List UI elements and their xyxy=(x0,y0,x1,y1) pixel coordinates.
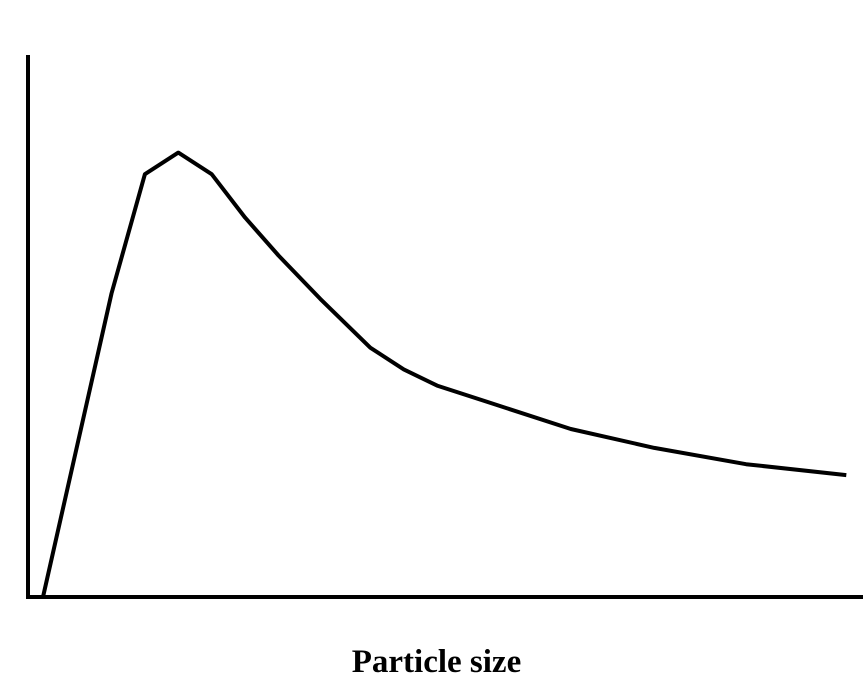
series-line-0 xyxy=(28,150,847,599)
x-axis-label: Particle size xyxy=(351,644,522,680)
series-layer xyxy=(28,150,847,599)
